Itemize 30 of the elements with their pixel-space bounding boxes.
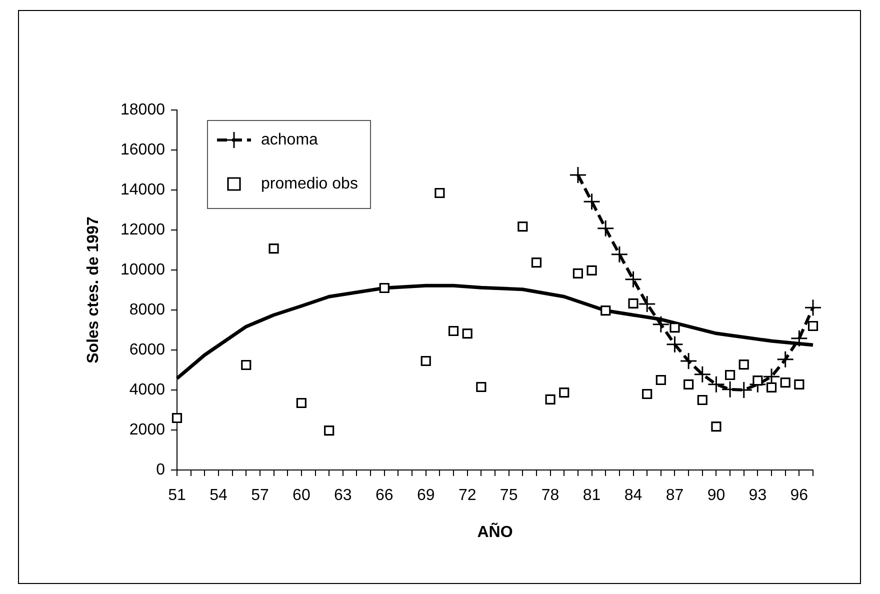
x-tick-label: 63 bbox=[334, 487, 352, 504]
legend-label: achoma bbox=[261, 131, 318, 148]
x-tick-label: 87 bbox=[666, 487, 684, 504]
legend-label: promedio obs bbox=[261, 175, 358, 192]
x-tick-label: 93 bbox=[748, 487, 767, 504]
y-tick-label: 12000 bbox=[120, 221, 166, 238]
x-tick-label: 75 bbox=[500, 487, 518, 504]
y-tick-label: 10000 bbox=[120, 261, 166, 278]
y-tick-label: 8000 bbox=[129, 301, 166, 318]
y-tick-label: 14000 bbox=[120, 181, 166, 198]
x-tick-label: 84 bbox=[624, 487, 642, 504]
x-axis-title: AÑO bbox=[477, 522, 513, 541]
y-axis-title: Soles ctes. de 1997 bbox=[85, 216, 102, 364]
y-tick-label: 6000 bbox=[129, 341, 166, 358]
y-tick-label: 4000 bbox=[129, 381, 166, 398]
x-tick-label: 51 bbox=[168, 487, 186, 504]
y-tick-label: 16000 bbox=[120, 141, 166, 158]
y-tick-label: 2000 bbox=[129, 421, 166, 438]
y-tick-label: 0 bbox=[156, 461, 166, 478]
x-tick-label: 54 bbox=[210, 487, 228, 504]
x-tick-label: 90 bbox=[707, 487, 726, 504]
x-tick-label: 57 bbox=[251, 487, 269, 504]
x-tick-label: 72 bbox=[458, 487, 476, 504]
y-tick-label: 18000 bbox=[120, 101, 166, 118]
x-tick-label: 60 bbox=[292, 487, 310, 504]
x-tick-label: 78 bbox=[541, 487, 560, 504]
x-tick-label: 96 bbox=[790, 487, 808, 504]
x-tick-label: 69 bbox=[416, 487, 435, 504]
x-tick-label: 81 bbox=[582, 487, 601, 504]
x-tick-label: 66 bbox=[375, 487, 394, 504]
